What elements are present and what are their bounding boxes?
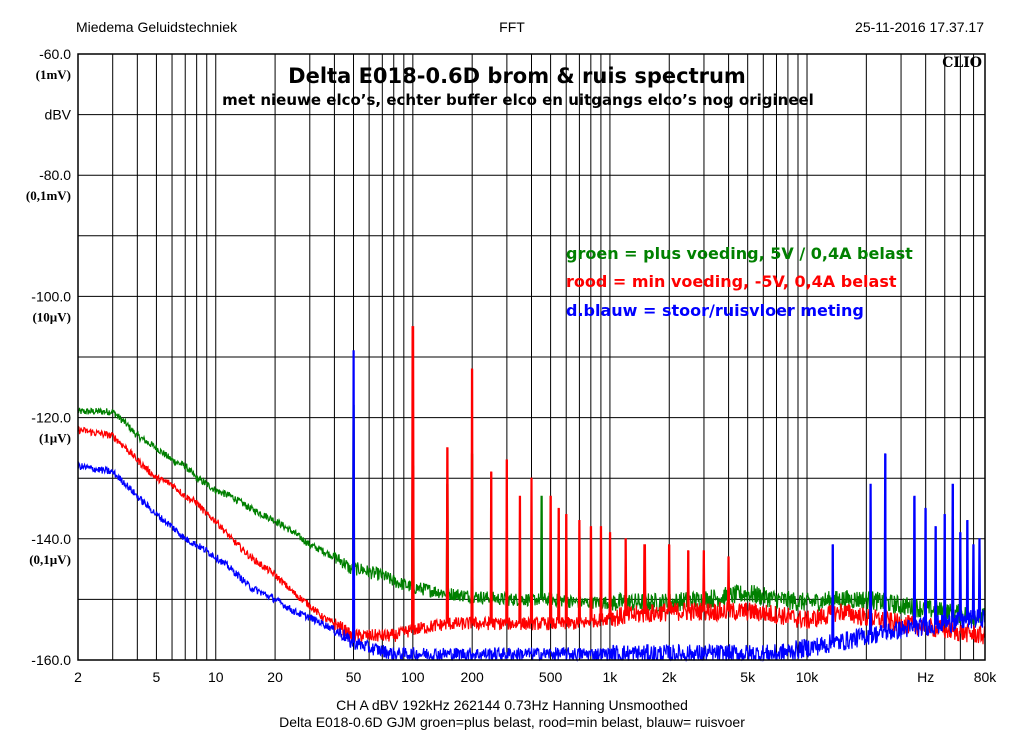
legend-entry: groen = plus voeding, 5V / 0,4A belast bbox=[566, 244, 913, 263]
header-mode: FFT bbox=[499, 19, 525, 35]
y-tick-label: -160.0 bbox=[31, 652, 71, 668]
y-tick-label: -100.0 bbox=[31, 288, 71, 304]
x-tick-label: 5 bbox=[153, 669, 161, 685]
header-datetime: 25-11-2016 17.37.17 bbox=[855, 19, 984, 35]
footer-description: Delta E018-0.6D GJM groen=plus belast, r… bbox=[279, 714, 745, 730]
x-tick-label: 500 bbox=[539, 669, 563, 685]
series-line-blauw bbox=[77, 350, 986, 663]
x-tick-label: 5k bbox=[740, 669, 756, 685]
x-tick-label: 20 bbox=[267, 669, 283, 685]
x-tick-label: 50 bbox=[346, 669, 362, 685]
y-tick-sublabel: (0,1µV) bbox=[29, 552, 71, 567]
series-layer bbox=[77, 326, 986, 663]
legend-entry: d.blauw = stoor/ruisvloer meting bbox=[566, 301, 864, 320]
x-tick-label: 10 bbox=[208, 669, 224, 685]
axis-labels: 2 5 10 20 50 100 200 500 1k 2k 5k 10k 80k Hz -60.0 (1mV… bbox=[26, 46, 997, 685]
y-tick-sublabel: (0,1mV) bbox=[26, 188, 71, 203]
plot-frame bbox=[77, 53, 986, 661]
y-tick-sublabel: (1mV) bbox=[36, 67, 71, 82]
y-tick-sublabel: (1µV) bbox=[39, 431, 71, 446]
x-tick-label: 10k bbox=[796, 669, 820, 685]
x-tick-label: 1k bbox=[603, 669, 619, 685]
y-tick-label: -80.0 bbox=[39, 167, 71, 183]
header-company: Miedema Geluidstechniek bbox=[76, 19, 238, 35]
y-tick-label: -60.0 bbox=[39, 46, 71, 62]
x-tick-label: 2 bbox=[74, 669, 82, 685]
x-tick-label: 80k bbox=[974, 669, 998, 685]
y-tick-sublabel: (10µV) bbox=[32, 309, 71, 324]
chart-subtitle: met nieuwe elco’s, echter buffer elco en… bbox=[222, 91, 814, 109]
y-axis-label: dBV bbox=[45, 107, 72, 123]
y-tick-label: -140.0 bbox=[31, 531, 71, 547]
y-tick-label: -120.0 bbox=[31, 410, 71, 426]
legend: groen = plus voeding, 5V / 0,4A belast ro… bbox=[566, 244, 913, 320]
chart-title: Delta E018-0.6D brom & ruis spectrum bbox=[288, 64, 746, 88]
x-tick-label: 2k bbox=[662, 669, 678, 685]
footer-settings: CH A dBV 192kHz 262144 0.73Hz Hanning Un… bbox=[336, 697, 688, 713]
clio-brand: CLIO bbox=[942, 55, 982, 71]
x-tick-label: 200 bbox=[460, 669, 484, 685]
x-tick-label: 100 bbox=[401, 669, 425, 685]
x-axis-unit: Hz bbox=[917, 669, 934, 685]
legend-entry: rood = min voeding, -5V, 0,4A belast bbox=[566, 272, 897, 291]
